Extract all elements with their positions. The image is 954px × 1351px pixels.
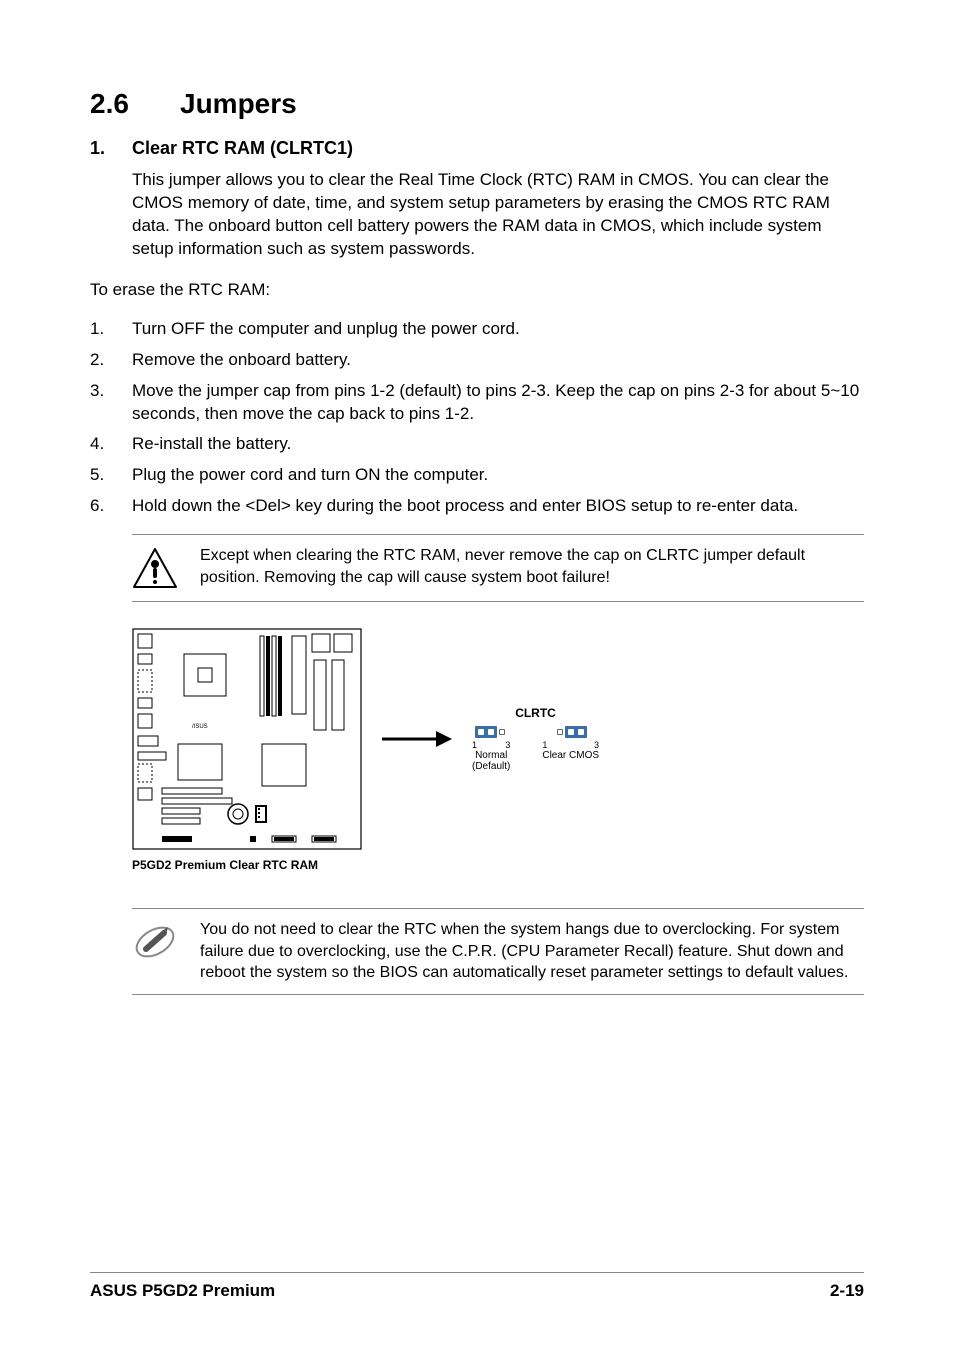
footer-page: 2-19 (830, 1281, 864, 1301)
page-footer: ASUS P5GD2 Premium 2-19 (90, 1272, 864, 1301)
step-item: Turn OFF the computer and unplug the pow… (90, 318, 864, 341)
step-item: Plug the power cord and turn ON the comp… (90, 464, 864, 487)
jumper-caption: Normal (Default) (472, 750, 510, 772)
footer-left: ASUS P5GD2 Premium (90, 1281, 275, 1301)
step-item: Hold down the <Del> key during the boot … (90, 495, 864, 518)
subsection-title: Clear RTC RAM (CLRTC1) (132, 138, 353, 158)
section-number: 2.6 (90, 88, 180, 120)
intro-paragraph: This jumper allows you to clear the Real… (132, 169, 864, 261)
diagram-block: /ISUS (132, 624, 864, 854)
step-item: Re-install the battery. (90, 433, 864, 456)
subsection-number: 1. (90, 138, 132, 159)
note-callout: You do not need to clear the RTC when th… (132, 908, 864, 995)
jumper-position-clear: 13 Clear CMOS (542, 724, 599, 772)
erase-lead: To erase the RTC RAM: (90, 279, 864, 302)
motherboard-diagram: /ISUS (132, 624, 362, 854)
jumper-detail: CLRTC 13 Normal (Default) 13 Clear CMOS (472, 706, 599, 772)
diagram-caption: P5GD2 Premium Clear RTC RAM (132, 858, 864, 872)
step-item: Move the jumper cap from pins 1-2 (defau… (90, 380, 864, 426)
subsection-heading: 1.Clear RTC RAM (CLRTC1) (90, 138, 864, 159)
note-text: You do not need to clear the RTC when th… (200, 919, 864, 984)
section-title: Jumpers (180, 88, 297, 119)
jumper-label: CLRTC (515, 706, 556, 720)
section-heading: 2.6Jumpers (90, 88, 864, 120)
warning-callout: Except when clearing the RTC RAM, never … (132, 534, 864, 602)
jumper-position-normal: 13 Normal (Default) (472, 724, 510, 772)
step-item: Remove the onboard battery. (90, 349, 864, 372)
note-icon (132, 919, 178, 965)
warning-text: Except when clearing the RTC RAM, never … (200, 545, 864, 588)
svg-text:/ISUS: /ISUS (192, 724, 208, 730)
steps-list: Turn OFF the computer and unplug the pow… (90, 318, 864, 519)
warning-icon (132, 545, 178, 591)
jumper-caption: Clear CMOS (542, 750, 599, 761)
arrow-icon (382, 727, 452, 751)
